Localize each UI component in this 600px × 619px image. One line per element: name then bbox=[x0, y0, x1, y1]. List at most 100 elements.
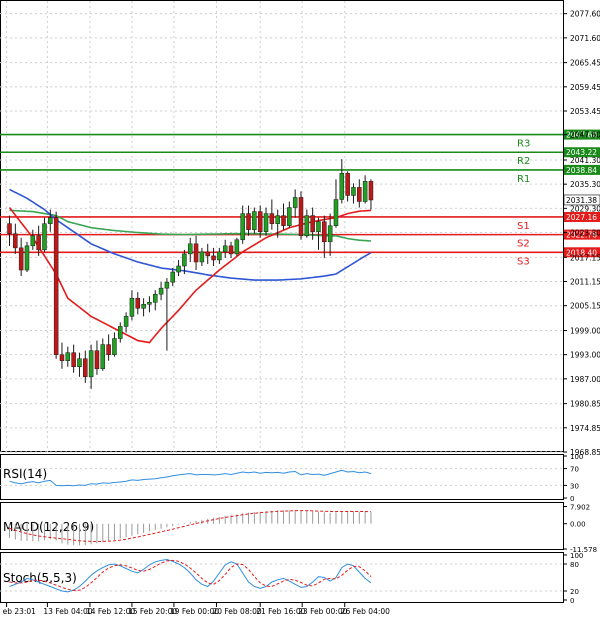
rsi-y-tick-label: 0 bbox=[570, 495, 574, 503]
candle bbox=[357, 179, 362, 208]
level-name-r1: R1 bbox=[517, 174, 530, 185]
candle-body bbox=[123, 316, 129, 327]
level-name-r2: R2 bbox=[517, 156, 530, 167]
y-tick-label: 2047.60 bbox=[570, 131, 600, 140]
candle-body bbox=[170, 271, 175, 283]
candle-body bbox=[240, 213, 245, 241]
rsi-y-tick-label: 30 bbox=[570, 482, 579, 490]
candle bbox=[252, 207, 257, 234]
y-tick-label: 2077.60 bbox=[570, 10, 600, 19]
candle-body bbox=[246, 213, 251, 230]
candle bbox=[234, 237, 240, 256]
y-tick-label: 1980.85 bbox=[570, 400, 600, 409]
candle-body bbox=[77, 358, 82, 368]
candle-body bbox=[147, 302, 152, 305]
candle-body bbox=[30, 235, 36, 247]
candle bbox=[345, 171, 350, 202]
candle-body bbox=[36, 235, 41, 251]
rsi-y-tick-label: 100 bbox=[570, 453, 583, 461]
candle-body bbox=[287, 207, 292, 226]
candle bbox=[112, 332, 117, 357]
candle bbox=[59, 342, 65, 369]
level-tag-value: 2047.60 bbox=[566, 131, 597, 140]
candle bbox=[182, 249, 187, 275]
candle-body bbox=[187, 243, 193, 255]
level-tag-value: 2022.78 bbox=[566, 231, 597, 240]
candle bbox=[217, 247, 222, 264]
candle-body bbox=[129, 297, 135, 317]
x-tick-label: 14 Feb 12:00 bbox=[86, 607, 135, 616]
candle bbox=[42, 217, 47, 252]
macd-pane: MACD(12,26,9) 7.902 0.00 -11.578 bbox=[3, 503, 597, 554]
candle bbox=[123, 312, 129, 333]
candle bbox=[222, 239, 228, 258]
candle-body bbox=[228, 245, 234, 255]
candle bbox=[333, 179, 339, 228]
candle bbox=[339, 159, 345, 204]
x-tick-label: 21 Feb 16:00 bbox=[256, 607, 305, 616]
y-tick-label: 1987.00 bbox=[570, 375, 600, 384]
stoch-y-tick-label: 0 bbox=[570, 597, 574, 605]
candle-body bbox=[71, 352, 76, 368]
y-tick-label: 2005.15 bbox=[570, 302, 600, 311]
candle bbox=[88, 344, 94, 389]
candle bbox=[240, 205, 245, 244]
candle bbox=[65, 346, 71, 367]
x-tick-label: eb 23:01 bbox=[3, 607, 37, 616]
y-tick-label: 2035.30 bbox=[570, 180, 600, 189]
candle-body bbox=[94, 350, 100, 370]
y-tick-label: 2065.45 bbox=[570, 59, 600, 68]
y-tick-label: 2071.60 bbox=[570, 34, 600, 43]
candle-body bbox=[357, 187, 362, 202]
candle bbox=[176, 259, 181, 277]
y-tick-label: 2011.15 bbox=[570, 278, 600, 287]
candle-body bbox=[362, 181, 368, 202]
candle bbox=[135, 292, 141, 315]
level-name-s1: S1 bbox=[517, 221, 530, 232]
x-tick-label: 20 Feb 08:00 bbox=[212, 607, 261, 616]
candle-body bbox=[351, 187, 356, 196]
y-tick-label: 2023.30 bbox=[570, 229, 600, 238]
candle-body bbox=[18, 247, 24, 271]
x-tick-label: 15 Feb 20:00 bbox=[128, 607, 177, 616]
level-tag-value: 2043.22 bbox=[566, 148, 597, 157]
candle-body bbox=[211, 255, 216, 261]
candle bbox=[13, 223, 18, 254]
candle bbox=[141, 298, 146, 317]
candle-body bbox=[234, 239, 240, 255]
candle-body bbox=[24, 245, 30, 271]
price-tag-bg bbox=[563, 194, 600, 206]
candle bbox=[281, 203, 286, 230]
macd-y-tick-label: 7.902 bbox=[570, 503, 590, 511]
level-tag-value: 2038.84 bbox=[566, 166, 597, 175]
y-tick-label: 2029.30 bbox=[570, 204, 600, 213]
candle-body bbox=[53, 217, 59, 355]
candle-body bbox=[275, 215, 280, 224]
price-axis: 2077.60 2071.60 2065.45 2059.45 2053.45 2047.… bbox=[563, 10, 600, 457]
candle bbox=[316, 217, 321, 250]
candle-body bbox=[316, 221, 321, 232]
candle-body bbox=[217, 251, 222, 261]
level-tag-bg bbox=[564, 129, 600, 140]
candle bbox=[100, 338, 106, 371]
candle-body bbox=[106, 344, 111, 355]
rsi-line bbox=[9, 469, 372, 487]
stoch-k-line bbox=[9, 558, 372, 593]
stoch-y-tick-label: 80 bbox=[570, 561, 579, 569]
candle bbox=[304, 209, 310, 238]
candle-body bbox=[48, 217, 53, 224]
candle bbox=[246, 205, 251, 236]
candle bbox=[147, 296, 152, 313]
candle-body bbox=[304, 215, 310, 237]
macd-signal-line bbox=[9, 510, 372, 543]
candle-body bbox=[88, 350, 94, 378]
level-name-s3: S3 bbox=[517, 256, 530, 267]
level-tag-bg bbox=[564, 211, 600, 222]
price-tag-value: 2031.38 bbox=[566, 196, 597, 205]
candle bbox=[129, 290, 135, 321]
candle-body bbox=[193, 243, 199, 263]
y-tick-label: 2041.30 bbox=[570, 156, 600, 165]
level-name-s2: S2 bbox=[517, 239, 530, 250]
